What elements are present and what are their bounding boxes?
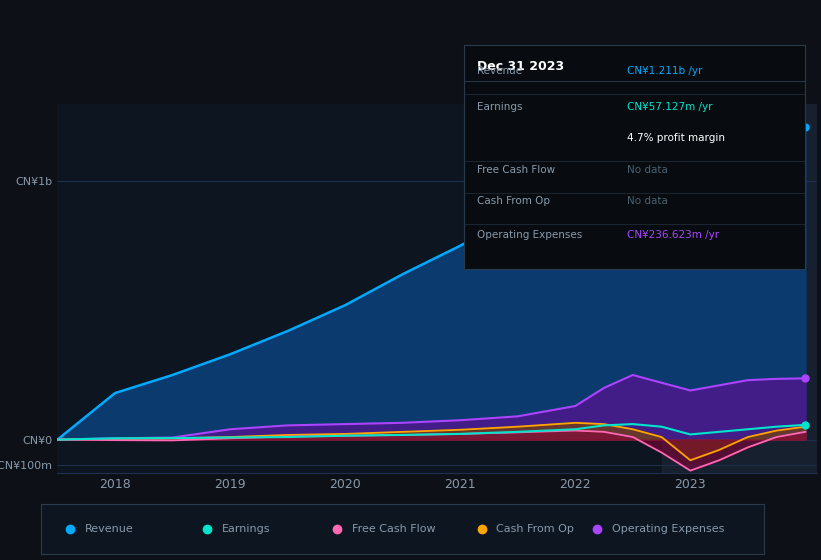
Text: Earnings: Earnings (478, 102, 523, 112)
Text: Cash From Op: Cash From Op (478, 196, 551, 206)
Text: No data: No data (627, 196, 668, 206)
Text: Operating Expenses: Operating Expenses (478, 230, 583, 240)
Text: Free Cash Flow: Free Cash Flow (351, 524, 435, 534)
Text: 4.7% profit margin: 4.7% profit margin (627, 133, 726, 143)
Text: Revenue: Revenue (478, 66, 523, 76)
Text: No data: No data (627, 165, 668, 175)
Text: Earnings: Earnings (222, 524, 270, 534)
Text: CN¥236.623m /yr: CN¥236.623m /yr (627, 230, 719, 240)
Bar (662, 104, 821, 473)
Text: CN¥1.211b /yr: CN¥1.211b /yr (627, 66, 703, 76)
Text: Operating Expenses: Operating Expenses (612, 524, 724, 534)
Text: Dec 31 2023: Dec 31 2023 (478, 60, 565, 73)
Text: Cash From Op: Cash From Op (496, 524, 574, 534)
Text: Free Cash Flow: Free Cash Flow (478, 165, 556, 175)
Text: CN¥57.127m /yr: CN¥57.127m /yr (627, 102, 713, 112)
Text: Revenue: Revenue (85, 524, 133, 534)
